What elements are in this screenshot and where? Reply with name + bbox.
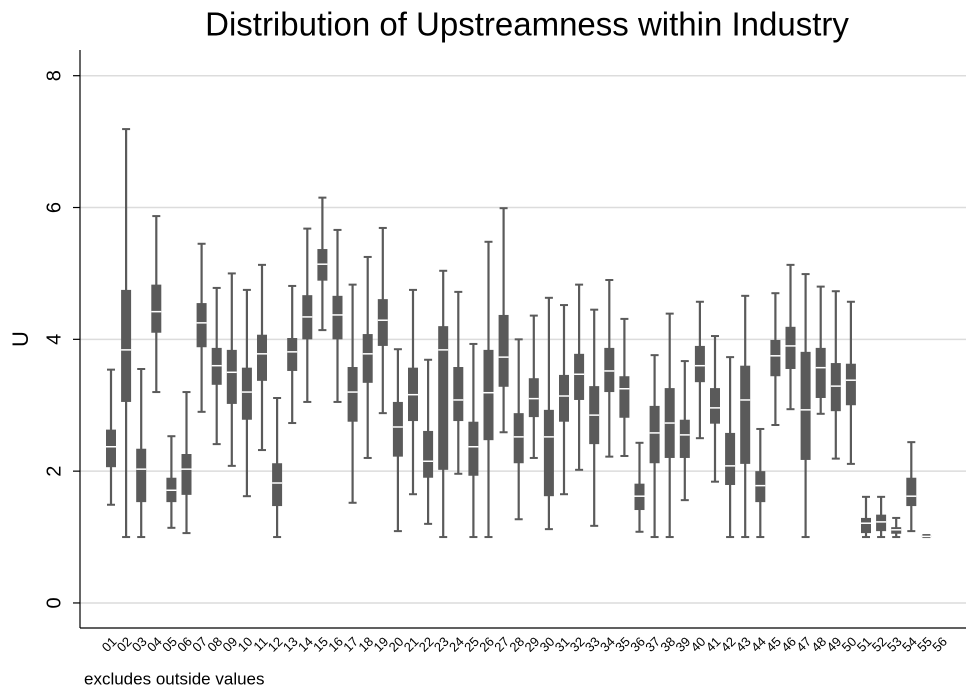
box	[679, 419, 690, 458]
box	[528, 378, 539, 418]
box	[483, 349, 494, 441]
box	[876, 514, 887, 532]
box	[830, 363, 841, 412]
box	[196, 303, 207, 348]
box	[347, 367, 358, 422]
box	[543, 409, 554, 497]
box	[257, 334, 267, 381]
y-tick-label: 0	[43, 597, 65, 608]
box	[513, 413, 524, 464]
box	[649, 405, 660, 464]
box	[468, 421, 479, 476]
box	[453, 367, 464, 422]
box	[725, 432, 736, 485]
chart-title: Distribution of Upstreamness within Indu…	[205, 6, 849, 43]
box	[241, 367, 252, 420]
box	[845, 363, 856, 406]
box	[755, 471, 766, 503]
box	[710, 388, 720, 424]
y-tick-label: 8	[43, 70, 65, 81]
box	[800, 351, 811, 460]
box	[815, 347, 826, 398]
box	[272, 463, 283, 507]
box	[121, 289, 132, 402]
y-tick-label: 2	[43, 466, 65, 477]
y-tick-label: 6	[43, 202, 65, 213]
box	[498, 314, 509, 387]
note: excludes outside values	[84, 669, 265, 688]
box	[906, 477, 917, 507]
box	[287, 338, 298, 371]
box	[362, 334, 373, 383]
y-axis-title: U	[8, 331, 33, 347]
box	[181, 454, 192, 495]
box	[151, 284, 162, 333]
box	[136, 448, 147, 503]
box	[377, 299, 388, 346]
box	[785, 326, 796, 369]
box	[226, 349, 237, 404]
box	[861, 517, 871, 534]
box	[619, 376, 630, 418]
box	[694, 345, 705, 383]
box	[559, 374, 569, 422]
y-tick-label: 4	[43, 334, 65, 345]
box	[740, 365, 751, 464]
box	[423, 430, 434, 478]
box	[392, 401, 403, 457]
box	[106, 429, 116, 468]
box	[770, 339, 781, 377]
box	[438, 326, 449, 470]
box	[604, 347, 615, 393]
box	[332, 295, 343, 340]
box	[574, 353, 585, 400]
